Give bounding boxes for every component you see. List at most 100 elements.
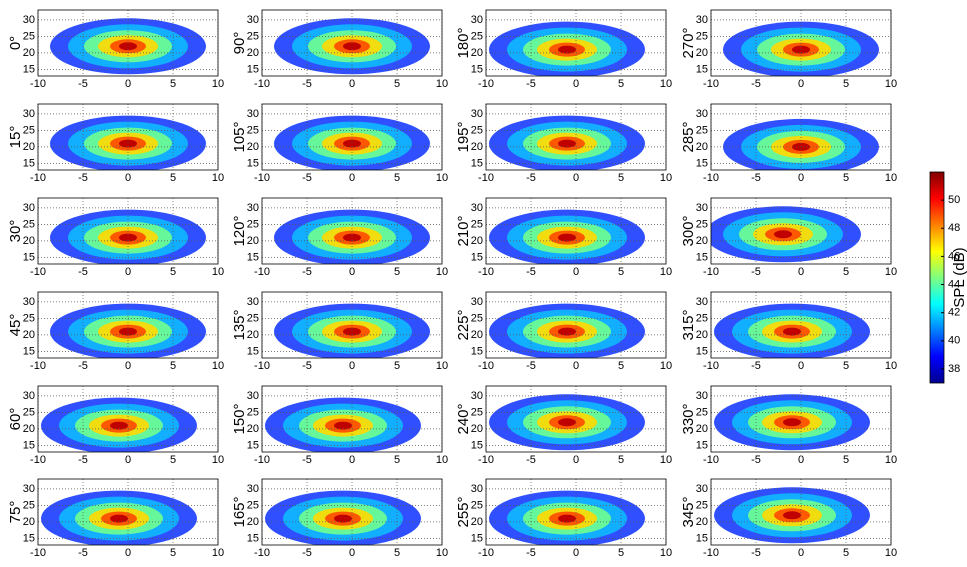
- x-tick-label: 0: [349, 266, 355, 278]
- spl-peak: [558, 45, 576, 54]
- y-tick-label: 30: [23, 296, 35, 308]
- x-tick-label: 0: [349, 78, 355, 90]
- y-tick-label: 25: [471, 30, 483, 42]
- x-tick-label: 5: [618, 547, 624, 559]
- x-tick-label: 10: [436, 547, 448, 559]
- y-tick-label: 30: [247, 14, 259, 26]
- x-tick-label: 5: [618, 172, 624, 184]
- x-tick-label: 5: [394, 547, 400, 559]
- heat-layer: [489, 21, 645, 76]
- y-tick-label: 20: [23, 329, 35, 341]
- x-tick-label: 5: [618, 360, 624, 372]
- heat-layer: [41, 397, 197, 452]
- x-tick-label: -10: [254, 266, 270, 278]
- y-tick-label: 25: [247, 218, 259, 230]
- x-tick-label: -5: [751, 266, 761, 278]
- y-tick-label: 25: [23, 312, 35, 324]
- x-tick-label: 0: [573, 360, 579, 372]
- axes-frame: [485, 478, 667, 546]
- x-tick-label: 10: [885, 547, 897, 559]
- y-tick-label: 25: [23, 406, 35, 418]
- x-tick-label: -10: [478, 454, 494, 466]
- x-tick-label: 10: [660, 266, 672, 278]
- y-tick-label: 15: [471, 532, 483, 544]
- y-tick-label: 15: [247, 439, 259, 451]
- x-tick-label: -5: [78, 454, 88, 466]
- y-tick-label: 30: [247, 390, 259, 402]
- y-axis-label: 300°: [680, 215, 697, 246]
- axes-frame: [261, 385, 443, 453]
- x-tick-label: 5: [394, 454, 400, 466]
- y-axis-label: 135°: [231, 309, 248, 340]
- x-tick-label: 10: [212, 360, 224, 372]
- x-tick-label: 5: [618, 454, 624, 466]
- x-tick-label: 0: [125, 172, 131, 184]
- y-tick-label: 15: [247, 63, 259, 75]
- x-tick-label: 0: [798, 172, 804, 184]
- x-tick-label: -10: [30, 266, 46, 278]
- axes-frame: [37, 197, 219, 265]
- y-tick-label: 25: [471, 312, 483, 324]
- y-tick-label: 20: [23, 423, 35, 435]
- y-tick-label: 15: [23, 532, 35, 544]
- x-tick-label: 5: [843, 360, 849, 372]
- x-tick-label: -5: [302, 360, 312, 372]
- y-axis-label: 150°: [231, 403, 248, 434]
- x-tick-label: 10: [660, 454, 672, 466]
- x-tick-label: -5: [751, 172, 761, 184]
- x-tick-label: 5: [170, 172, 176, 184]
- x-tick-label: -5: [78, 547, 88, 559]
- axes-frame: [261, 9, 443, 77]
- x-tick-label: -10: [703, 78, 719, 90]
- y-tick-label: 25: [23, 30, 35, 42]
- y-tick-label: 30: [23, 483, 35, 495]
- y-tick-label: 30: [696, 202, 708, 214]
- axes-frame: [485, 385, 667, 453]
- y-tick-label: 15: [471, 251, 483, 263]
- y-tick-label: 25: [471, 124, 483, 136]
- y-tick-label: 30: [247, 202, 259, 214]
- x-tick-label: 0: [125, 547, 131, 559]
- y-tick-label: 15: [23, 251, 35, 263]
- y-tick-label: 15: [23, 345, 35, 357]
- y-tick-label: 15: [471, 345, 483, 357]
- y-tick-label: 30: [247, 108, 259, 120]
- y-tick-label: 30: [471, 108, 483, 120]
- y-tick-label: 15: [696, 63, 708, 75]
- x-tick-label: -5: [526, 78, 536, 90]
- heat-layer: [50, 303, 206, 358]
- x-tick-label: 0: [798, 454, 804, 466]
- x-tick-label: 5: [618, 266, 624, 278]
- y-axis-label: 30°: [7, 220, 24, 243]
- spl-peak: [110, 421, 128, 430]
- y-tick-label: 25: [247, 406, 259, 418]
- y-tick-label: 15: [696, 157, 708, 169]
- y-tick-label: 30: [23, 108, 35, 120]
- y-tick-label: 15: [23, 63, 35, 75]
- y-axis-label: 165°: [231, 496, 248, 527]
- y-axis-label: 15°: [7, 126, 24, 149]
- x-tick-label: -10: [703, 172, 719, 184]
- x-tick-label: -10: [30, 172, 46, 184]
- x-tick-label: -5: [302, 266, 312, 278]
- x-tick-label: 10: [660, 360, 672, 372]
- y-axis-label: 225°: [455, 309, 472, 340]
- y-tick-label: 30: [471, 296, 483, 308]
- y-tick-label: 25: [696, 406, 708, 418]
- x-tick-label: 10: [436, 172, 448, 184]
- x-tick-label: -5: [751, 454, 761, 466]
- x-tick-label: 10: [885, 454, 897, 466]
- y-tick-label: 15: [696, 532, 708, 544]
- y-tick-label: 15: [471, 157, 483, 169]
- y-tick-label: 25: [471, 499, 483, 511]
- axes-frame: [261, 291, 443, 359]
- y-tick-label: 25: [471, 218, 483, 230]
- y-tick-label: 20: [247, 47, 259, 59]
- x-tick-label: -10: [703, 547, 719, 559]
- x-tick-label: 5: [394, 78, 400, 90]
- y-tick-label: 25: [696, 218, 708, 230]
- x-tick-label: -10: [30, 547, 46, 559]
- y-axis-label: 90°: [231, 32, 248, 55]
- y-axis-label: 315°: [680, 309, 697, 340]
- colorbar-tick-label: 40: [948, 335, 960, 347]
